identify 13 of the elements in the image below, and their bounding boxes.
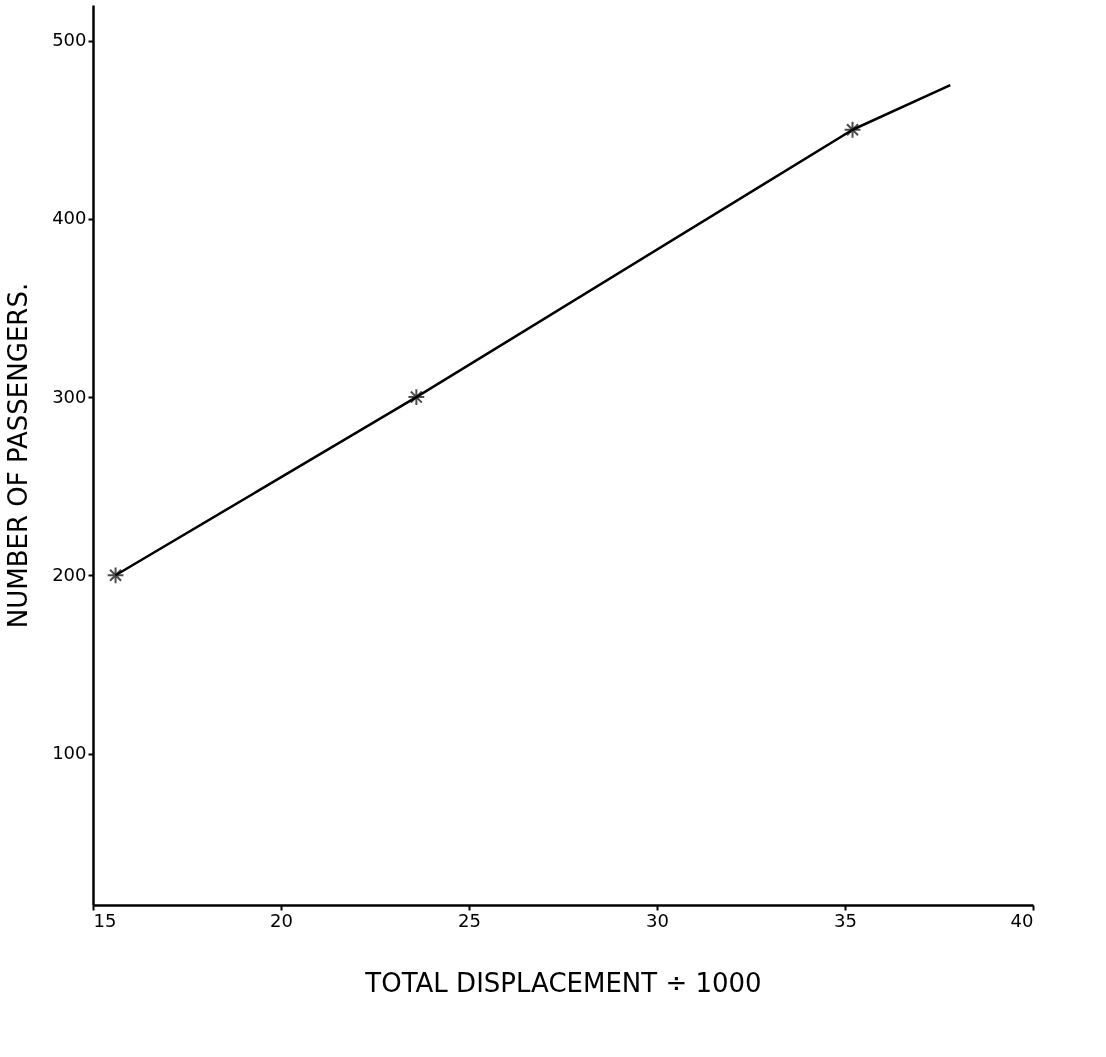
y-tick-label: 200: [52, 563, 87, 585]
x-tick-label: 35: [834, 909, 857, 931]
x-tick-label: 20: [270, 909, 293, 931]
x-tick-label: 30: [646, 909, 669, 931]
x-tick-label: 40: [1010, 909, 1034, 931]
x-tick-label: 15: [93, 909, 117, 931]
y-tick-label: 100: [52, 742, 87, 764]
x-tick-label: 25: [458, 909, 481, 931]
y-tick-label: 400: [52, 207, 87, 229]
x-axis-title: TOTAL DISPLACEMENT ÷ 1000: [364, 967, 762, 998]
y-tick-label: 500: [52, 29, 87, 51]
y-tick-label: 300: [52, 385, 87, 407]
y-axis-title: NUMBER OF PASSENGERS.: [3, 282, 34, 629]
